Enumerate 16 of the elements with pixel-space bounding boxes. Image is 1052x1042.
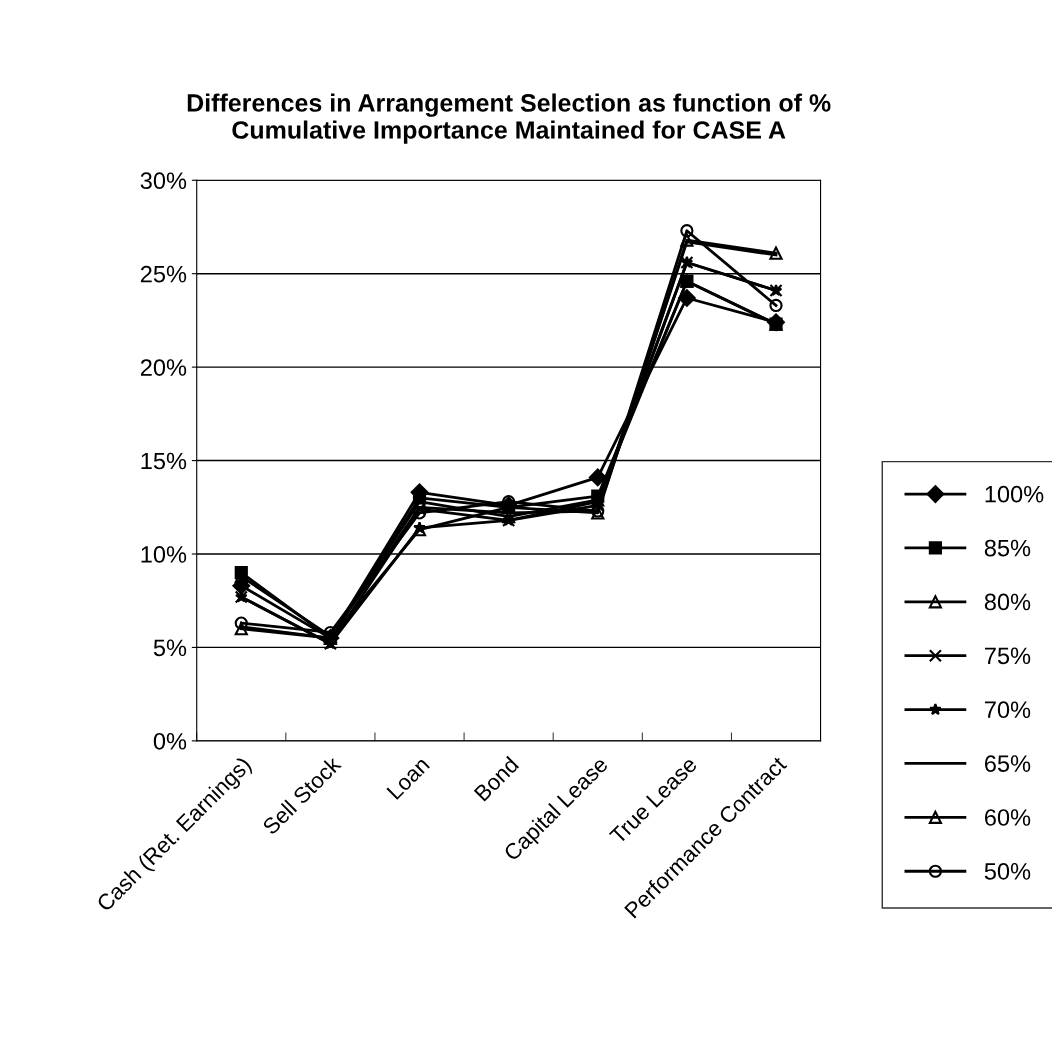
y-tick-label: 20% [140, 359, 187, 376]
legend-label: 50% [984, 863, 1031, 880]
legend-label: 80% [984, 593, 1031, 611]
legend-label: 85% [984, 539, 1031, 557]
y-tick-label: 0% [153, 732, 187, 750]
legend-label: 100% [985, 485, 1044, 503]
y-tick-label: 30% [140, 172, 187, 190]
legend-label: 60% [985, 809, 1031, 826]
y-tick-label: 15% [141, 452, 187, 470]
y-tick-label: 10% [141, 546, 187, 563]
y-tick-label: 5% [153, 639, 187, 657]
legend-label: 65% [985, 755, 1031, 772]
legend-label: 75% [985, 647, 1031, 665]
chart-title: Differences in Arrangement Selection as function of % Cumulative Importance Maintained for CASE A [187, 93, 831, 144]
legend-label: 70% [985, 701, 1031, 719]
y-tick-label: 25% [140, 265, 187, 283]
